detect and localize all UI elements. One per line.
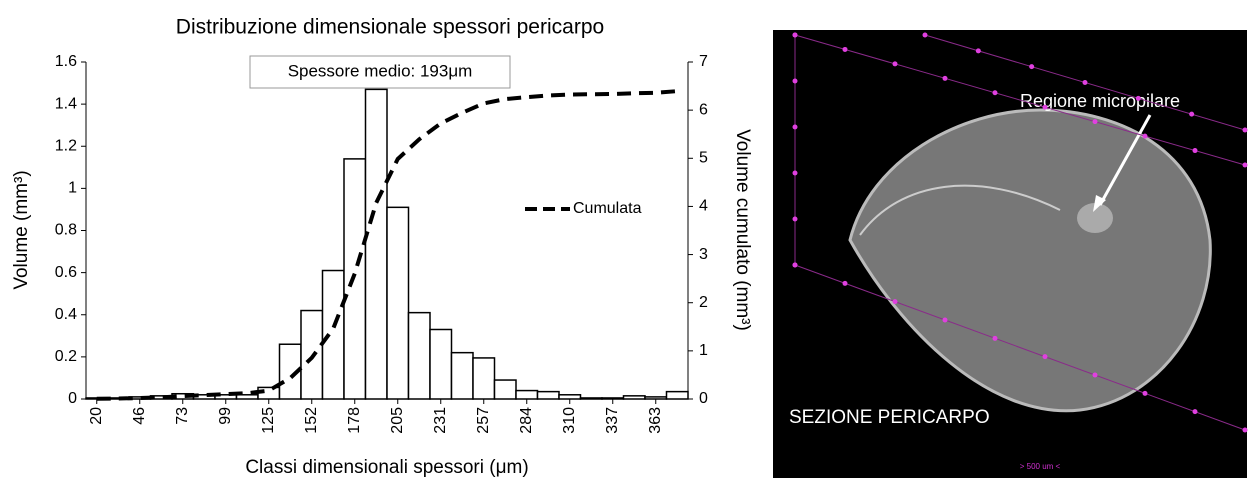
photo-frame-line	[794, 264, 1246, 431]
photo-dot	[1242, 162, 1248, 168]
photo-dot	[792, 32, 798, 38]
photo-dot	[792, 262, 798, 268]
photo-dot	[892, 61, 898, 67]
x-axis-label: Classi dimensionali spessori (μm)	[245, 457, 528, 478]
photo-label: Regione micropilare	[1020, 91, 1180, 111]
photo-dot	[1242, 127, 1248, 133]
y2-tick-label: 3	[699, 246, 708, 263]
photo-frame-line	[794, 34, 1246, 166]
photo-dot	[922, 32, 928, 38]
photo-dot	[992, 90, 998, 96]
photo-dot	[1192, 409, 1198, 415]
annotation-box	[249, 55, 511, 89]
photo-dot	[842, 280, 848, 286]
y2-tick-label: 6	[699, 101, 708, 118]
photo: Regione micropilare SEZIONE PERICARPO > …	[773, 30, 1248, 478]
y-tick-label: 0.2	[55, 348, 77, 365]
y-tick-label: 0	[68, 390, 77, 407]
scale-bar: > 500 um <	[1020, 462, 1061, 471]
micropyle	[1077, 203, 1113, 233]
bar	[558, 394, 582, 400]
photo-dot	[942, 75, 948, 81]
y-axis-label: Volume (mm³)	[11, 170, 32, 289]
photo-dot	[792, 216, 798, 222]
x-tick-label: 125	[260, 407, 277, 434]
arrow-head	[1093, 195, 1106, 212]
photo-dot	[792, 78, 798, 84]
cumulative-line	[96, 89, 678, 401]
bar	[407, 311, 431, 400]
x-tick-label: 337	[604, 407, 621, 434]
arrow	[1098, 114, 1152, 206]
photo-dot	[942, 317, 948, 323]
y2-tick-label: 7	[699, 53, 708, 70]
bar	[536, 390, 560, 400]
y-tick-label: 1.6	[55, 53, 77, 70]
photo-caption: SEZIONE PERICARPO	[789, 407, 990, 428]
specimen	[848, 108, 1212, 413]
x-tick-label: 178	[346, 407, 363, 434]
bar	[622, 395, 646, 400]
photo-dot	[1142, 390, 1148, 396]
photo-dot	[792, 170, 798, 176]
photo-dot	[1189, 111, 1195, 117]
y2-axis-label: Volume cumulato (mm³)	[732, 129, 753, 331]
bar	[579, 397, 603, 400]
photo-dot	[842, 46, 848, 52]
x-tick-label: 257	[475, 407, 492, 434]
bar	[601, 397, 625, 400]
bar	[515, 389, 539, 400]
y2-tick-label: 4	[699, 198, 708, 215]
x-tick-label: 73	[174, 407, 191, 425]
bar	[364, 88, 388, 400]
x-tick-label: 310	[561, 407, 578, 434]
x-tick-label: 205	[389, 407, 406, 434]
photo-dot	[1042, 104, 1048, 110]
photo-dot	[1042, 354, 1048, 360]
x-tick-label: 46	[131, 407, 148, 425]
legend-label: Cumulata	[573, 200, 642, 217]
annotation: Spessore medio: 193μm	[288, 61, 473, 80]
photo-dot	[1192, 148, 1198, 154]
x-tick-label: 363	[647, 407, 664, 434]
photo-dot	[992, 335, 998, 341]
photo-dot	[892, 299, 898, 305]
photo-dot	[1082, 80, 1088, 85]
photo-dot	[975, 48, 981, 54]
bar	[493, 379, 517, 400]
y2-tick-label: 5	[699, 150, 708, 167]
y-tick-label: 0.6	[55, 264, 77, 281]
y-tick-label: 1.4	[55, 95, 77, 112]
y-tick-label: 1.2	[55, 137, 77, 154]
bar	[644, 396, 668, 400]
bar	[386, 206, 410, 400]
photo-dot	[1242, 427, 1248, 433]
y-tick-label: 0.8	[55, 222, 77, 239]
bar	[665, 390, 689, 400]
photo-dot	[1135, 95, 1141, 101]
chart-title: Distribuzione dimensionale spessori peri…	[176, 16, 604, 39]
photo-dot	[1092, 119, 1098, 125]
y2-tick-label: 0	[699, 390, 708, 407]
photo-dot	[792, 124, 798, 130]
x-tick-label: 231	[432, 407, 449, 434]
bar	[321, 269, 345, 400]
y2-tick-label: 1	[699, 342, 708, 359]
x-tick-label: 99	[217, 407, 234, 425]
x-tick-label: 284	[518, 407, 535, 434]
y2-tick-label: 2	[699, 294, 708, 311]
photo-dot	[1142, 133, 1148, 139]
photo-dot	[1092, 372, 1098, 378]
y-tick-label: 1	[68, 180, 77, 197]
bar	[472, 357, 496, 400]
x-tick-label: 152	[303, 407, 320, 434]
bar	[450, 351, 474, 400]
photo-dot	[1029, 64, 1035, 70]
y-tick-label: 0.4	[55, 306, 77, 323]
x-tick-label: 20	[88, 407, 105, 425]
specimen-edge	[859, 184, 1061, 236]
bar	[429, 328, 453, 400]
